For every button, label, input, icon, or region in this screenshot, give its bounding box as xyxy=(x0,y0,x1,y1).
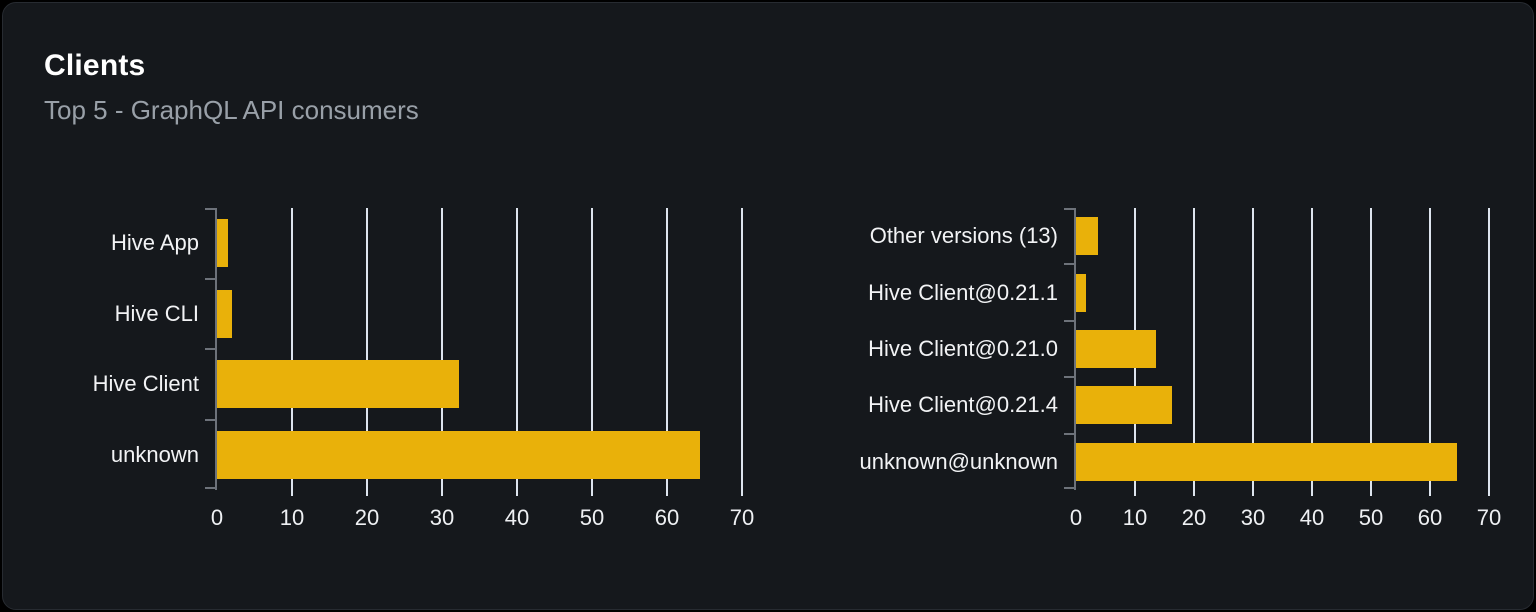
bar[interactable] xyxy=(1076,386,1172,425)
bar[interactable] xyxy=(1076,330,1156,368)
clients-by-name-chart: Hive App Hive CLI Hive Client unknown 0 10 20… xyxy=(62,208,777,530)
y-axis-tick xyxy=(205,277,215,280)
y-axis-tick xyxy=(1064,263,1074,266)
gridline xyxy=(741,208,743,496)
x-tick-label: 20 xyxy=(1181,505,1207,530)
gridline xyxy=(291,208,293,496)
category-label: Hive Client xyxy=(92,371,199,397)
gridline xyxy=(1193,208,1195,496)
gridline xyxy=(1370,208,1372,496)
category-label: unknown xyxy=(110,441,199,467)
category-labels: Other versions (13) Hive Client@0.21.1 Hiv… xyxy=(834,208,1074,490)
x-tick-label: 0 xyxy=(210,505,224,530)
bar[interactable] xyxy=(217,219,229,268)
plot-area: 0 10 20 30 40 50 60 70 xyxy=(1064,208,1508,530)
y-axis-tick xyxy=(1064,487,1074,489)
gridline xyxy=(591,208,593,496)
bar[interactable] xyxy=(1076,273,1087,312)
y-axis-tick xyxy=(205,418,215,421)
gridline xyxy=(441,208,443,496)
x-tick-label: 30 xyxy=(429,505,455,530)
bar[interactable] xyxy=(1076,442,1457,481)
gridline xyxy=(366,208,368,496)
category-label: Hive Client@0.21.0 xyxy=(868,335,1058,361)
bar[interactable] xyxy=(217,289,232,338)
gridline xyxy=(1311,208,1313,496)
x-tick-label: 10 xyxy=(1122,505,1148,530)
y-axis-tick xyxy=(205,487,215,489)
category-labels: Hive App Hive CLI Hive Client unknown xyxy=(62,208,215,490)
x-tick-label: 0 xyxy=(1069,505,1083,530)
x-tick-label: 70 xyxy=(729,505,755,530)
category-label: Hive Client@0.21.1 xyxy=(868,279,1058,305)
category-label: Hive CLI xyxy=(114,300,199,326)
y-axis-tick xyxy=(1064,319,1074,322)
x-tick-label: 40 xyxy=(1299,505,1325,530)
x-tick-label: 10 xyxy=(279,505,305,530)
panel-subtitle: Top 5 - GraphQL API consumers xyxy=(44,94,419,125)
bar[interactable] xyxy=(217,430,700,479)
category-label: Other versions (13) xyxy=(869,223,1058,249)
bar[interactable] xyxy=(1076,217,1099,256)
x-tick-label: 30 xyxy=(1240,505,1266,530)
clients-by-version-chart: Other versions (13) Hive Client@0.21.1 Hiv… xyxy=(834,208,1508,530)
panel-header: Clients Top 5 - GraphQL API consumers xyxy=(44,49,419,124)
x-tick-label: 70 xyxy=(1476,505,1502,530)
bar[interactable] xyxy=(217,360,459,409)
x-tick-label: 20 xyxy=(354,505,380,530)
gridline xyxy=(1488,208,1490,496)
y-axis-tick xyxy=(1064,208,1074,210)
y-axis-tick xyxy=(1064,432,1074,435)
x-tick-label: 40 xyxy=(504,505,530,530)
gridline xyxy=(1252,208,1254,496)
x-tick-label: 60 xyxy=(654,505,680,530)
plot-area: 0 10 20 30 40 50 60 70 xyxy=(205,208,777,530)
gridline xyxy=(1429,208,1431,496)
y-axis-tick xyxy=(205,348,215,350)
category-label: Hive Client@0.21.4 xyxy=(868,392,1058,418)
x-tick-label: 60 xyxy=(1417,505,1443,530)
category-label: unknown@unknown xyxy=(859,448,1058,474)
y-axis-tick xyxy=(1064,376,1074,379)
x-tick-label: 50 xyxy=(579,505,605,530)
panel-title: Clients xyxy=(44,49,146,82)
gridline xyxy=(666,208,668,496)
x-tick-label: 50 xyxy=(1358,505,1384,530)
gridline xyxy=(516,208,518,496)
y-axis-tick xyxy=(205,208,215,210)
category-label: Hive App xyxy=(110,230,199,256)
